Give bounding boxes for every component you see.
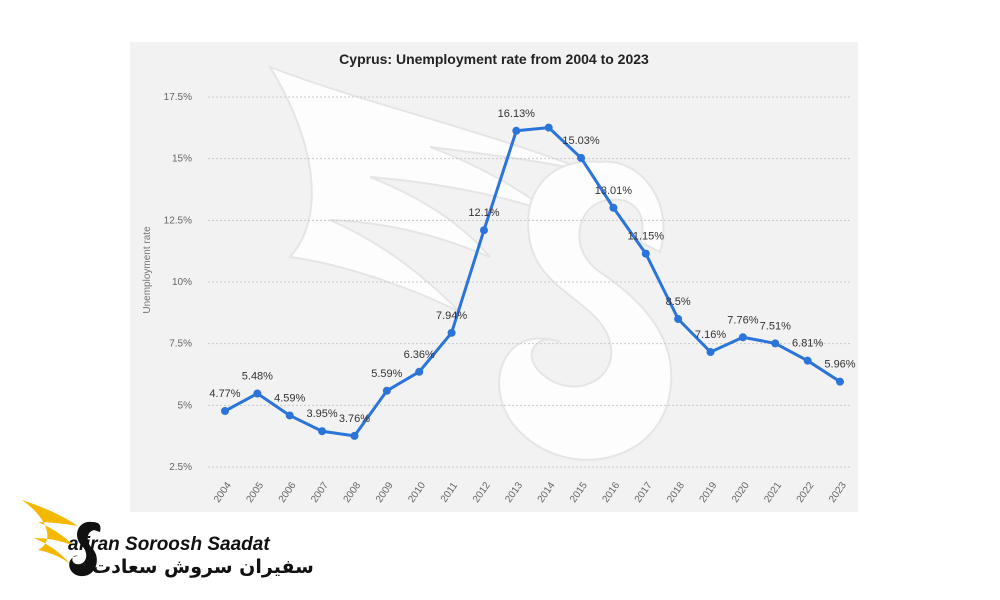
x-tick-label: 2009	[374, 480, 396, 505]
data-label: 5.48%	[242, 370, 273, 382]
data-label: 7.76%	[727, 314, 758, 326]
data-label: 4.59%	[274, 392, 305, 404]
swan-watermark-icon	[267, 64, 673, 461]
grid-layer	[208, 96, 852, 468]
data-label: 3.76%	[339, 413, 370, 425]
x-tick-label: 2019	[698, 480, 720, 505]
logo-name-english: afiran Soroosh Saadat	[68, 534, 270, 555]
x-tick-label: 2008	[342, 480, 364, 505]
data-point[interactable]	[674, 315, 683, 323]
data-label: 13.01%	[595, 185, 633, 197]
x-tick-label: 2023	[827, 480, 849, 505]
data-point[interactable]	[253, 389, 262, 398]
x-tick-label: 2018	[665, 480, 687, 505]
data-point[interactable]	[803, 356, 812, 365]
data-point[interactable]	[415, 367, 424, 376]
data-label: 4.77%	[209, 388, 240, 400]
x-tick-label: 2016	[600, 480, 622, 505]
x-tick-label: 2017	[633, 480, 655, 505]
data-point[interactable]	[577, 153, 586, 162]
data-label: 12.1%	[468, 207, 499, 219]
data-point[interactable]	[641, 249, 650, 258]
y-tick-label: 10%	[172, 277, 192, 288]
y-axis-title: Unemployment rate	[142, 226, 153, 314]
data-point[interactable]	[836, 377, 844, 386]
x-tick-label: 2010	[406, 480, 428, 505]
chart-title: Cyprus: Unemployment rate from 2004 to 2…	[339, 51, 649, 67]
y-tick-label: 5%	[178, 400, 193, 411]
x-tick-label: 2020	[730, 480, 752, 505]
x-tick-label: 2022	[795, 480, 817, 505]
data-label: 5.59%	[371, 368, 402, 380]
data-label: 3.95%	[307, 408, 338, 420]
data-point[interactable]	[447, 328, 456, 337]
data-point[interactable]	[350, 431, 359, 440]
chart-svg: 2.5%5%7.5%10%12.5%15%17.5%2004 2005 2006 20…	[142, 51, 856, 505]
series-line	[224, 126, 841, 438]
data-point[interactable]	[706, 348, 715, 357]
data-label: 15.03%	[562, 135, 600, 147]
data-label: 16.13%	[498, 108, 536, 120]
company-logo-icon	[22, 500, 101, 577]
chart-panel: 2.5% 5% 7.5% 10% 12.5% 15% 17.5% 2004 2005 2006 20…	[130, 42, 858, 512]
data-label: 6.81%	[792, 338, 823, 350]
y-tick-label: 2.5%	[169, 462, 192, 473]
x-tick-label: 2021	[762, 480, 784, 505]
data-point[interactable]	[738, 333, 747, 342]
data-label: 6.36%	[404, 349, 435, 361]
data-point[interactable]	[221, 407, 229, 416]
x-tick-label: 2011	[439, 480, 461, 504]
y-tick-label: 15%	[172, 154, 192, 165]
data-point[interactable]	[771, 339, 780, 348]
data-point[interactable]	[609, 203, 618, 212]
golden-wing-icon	[22, 500, 78, 564]
data-point[interactable]	[285, 411, 294, 420]
y-tick-label: 12.5%	[164, 215, 192, 226]
data-label: 5.96%	[824, 359, 855, 371]
data-label: 11.15%	[628, 231, 665, 243]
series-layer	[221, 123, 844, 440]
x-tick-label: 2012	[471, 480, 493, 505]
data-point[interactable]	[479, 226, 488, 235]
data-point[interactable]	[544, 123, 553, 132]
x-tick-label: 2014	[536, 480, 558, 505]
x-tick-label: 2007	[309, 480, 331, 505]
y-tick-label: 17.5%	[164, 92, 192, 103]
logo-name-persian: سفیران سروش سعادت	[92, 556, 314, 578]
swan-logo-icon	[69, 521, 101, 577]
x-tick-label: 2015	[568, 480, 590, 505]
y-tick-label: 7.5%	[169, 339, 192, 350]
data-label: 7.94%	[436, 310, 467, 322]
data-point[interactable]	[512, 126, 521, 135]
data-point[interactable]	[382, 386, 391, 395]
x-tick-label: 2013	[503, 480, 525, 505]
data-label: 7.16%	[695, 329, 726, 341]
data-point[interactable]	[318, 427, 327, 436]
data-label: 8.5%	[666, 296, 691, 308]
data-label: 7.51%	[760, 320, 791, 332]
